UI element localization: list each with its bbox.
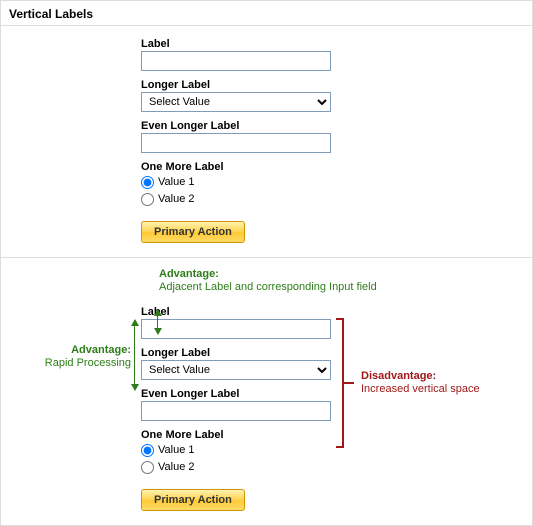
field-even-longer-label: Even Longer Label (141, 120, 522, 153)
bracket-vertical-space-icon (336, 318, 344, 448)
radio2-label: Value 2 (158, 459, 195, 475)
form-panel-plain: Label Longer Label Select Value Even Lon… (1, 26, 532, 258)
radio-option-2[interactable]: Value 2 (141, 459, 522, 475)
radio1-input[interactable] (141, 176, 154, 189)
advantage-title: Advantage: (31, 344, 131, 357)
form-panel-annotated: Advantage: Adjacent Label and correspond… (1, 258, 532, 525)
advantage-text: Rapid Processing (31, 357, 131, 370)
radio1-label: Value 1 (158, 174, 195, 190)
bracket-tail-icon (344, 382, 354, 384)
field3-input[interactable] (141, 133, 331, 153)
vertical-labels-figure: Vertical Labels Label Longer Label Selec… (0, 0, 533, 526)
radio-option-2[interactable]: Value 2 (141, 191, 522, 207)
field-label: Label (141, 38, 522, 71)
field3-input[interactable] (141, 401, 331, 421)
page-title: Vertical Labels (1, 1, 532, 26)
radio1-input[interactable] (141, 444, 154, 457)
field-one-more-label: One More Label Value 1 Value 2 (141, 429, 522, 475)
radio2-input[interactable] (141, 193, 154, 206)
arrow-rapid-processing-icon (134, 320, 135, 390)
annotation-advantage-rapid: Advantage: Rapid Processing (31, 344, 131, 370)
field3-label: Even Longer Label (141, 120, 522, 132)
radio-option-1[interactable]: Value 1 (141, 174, 522, 190)
field1-input[interactable] (141, 319, 331, 339)
field2-select[interactable]: Select Value (141, 92, 331, 112)
disadvantage-title: Disadvantage: (361, 370, 521, 383)
disadvantage-text: Increased vertical space (361, 383, 521, 396)
field1-label: Label (141, 306, 522, 318)
advantage-title: Advantage: (159, 268, 459, 281)
field-longer-label: Longer Label Select Value (141, 79, 522, 112)
primary-action-button[interactable]: Primary Action (141, 489, 245, 511)
field2-label: Longer Label (141, 79, 522, 91)
annotation-advantage-adjacent: Advantage: Adjacent Label and correspond… (159, 268, 459, 294)
annotation-disadvantage: Disadvantage: Increased vertical space (361, 370, 521, 396)
radio-option-1[interactable]: Value 1 (141, 442, 522, 458)
field-label: Label (141, 306, 522, 339)
field4-label: One More Label (141, 429, 522, 441)
advantage-text: Adjacent Label and corresponding Input f… (159, 281, 459, 294)
field2-label: Longer Label (141, 347, 522, 359)
field2-select[interactable]: Select Value (141, 360, 331, 380)
arrow-label-to-input-icon (157, 310, 158, 334)
radio2-label: Value 2 (158, 191, 195, 207)
field1-label: Label (141, 38, 522, 50)
field-one-more-label: One More Label Value 1 Value 2 (141, 161, 522, 207)
radio1-label: Value 1 (158, 442, 195, 458)
radio2-input[interactable] (141, 461, 154, 474)
field1-input[interactable] (141, 51, 331, 71)
field4-label: One More Label (141, 161, 522, 173)
primary-action-button[interactable]: Primary Action (141, 221, 245, 243)
